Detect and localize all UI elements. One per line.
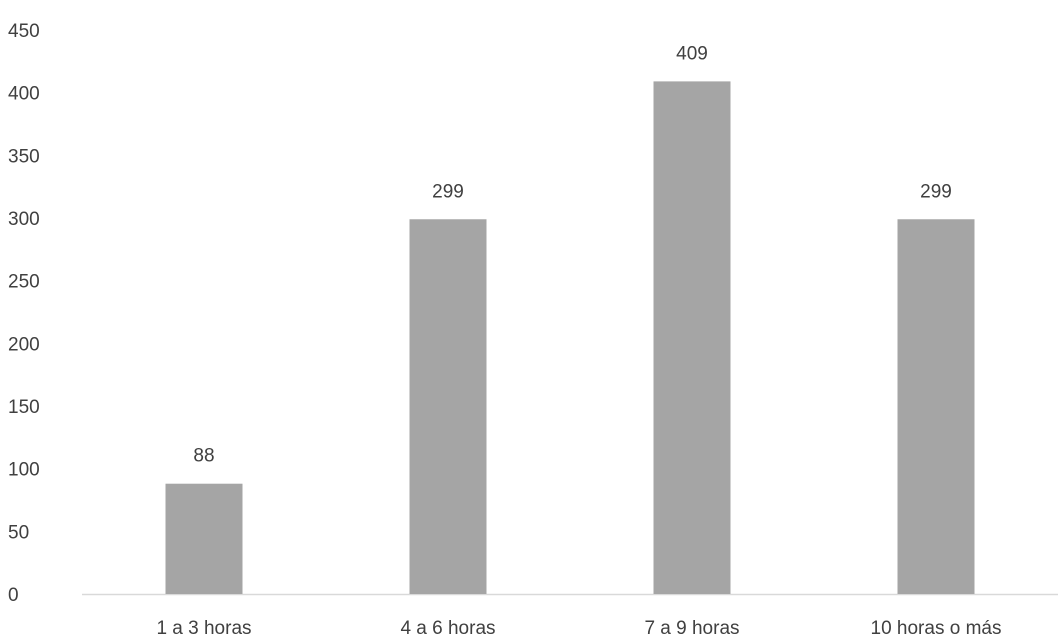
y-tick-label: 0 [8,585,19,606]
bar [165,483,243,594]
y-tick-label: 300 [8,209,40,230]
x-axis-category-labels: 1 a 3 horas 4 a 6 horas 7 a 9 horas 10 hora… [156,618,1001,639]
data-label: 299 [920,181,952,202]
y-tick-label: 150 [8,397,40,418]
data-label: 88 [193,446,214,467]
y-tick-label: 50 [8,522,29,543]
bar [653,81,731,595]
x-category-label: 1 a 3 horas [156,618,251,639]
x-category-label: 4 a 6 horas [400,618,495,639]
y-tick-label: 400 [8,84,40,105]
data-label: 409 [676,43,708,64]
x-category-label: 7 a 9 horas [644,618,739,639]
y-axis-tick-labels: 0 50 100 150 200 250 300 350 400 450 [8,21,40,606]
data-label: 299 [432,181,464,202]
bar-series [165,81,975,595]
y-tick-label: 200 [8,334,40,355]
y-tick-label: 250 [8,272,40,293]
bar [409,219,487,594]
data-labels: 88 299 409 299 [193,43,951,466]
bar [897,219,975,594]
y-tick-label: 350 [8,146,40,167]
x-category-label: 10 horas o más [871,618,1002,639]
y-tick-label: 450 [8,21,40,42]
y-tick-label: 100 [8,460,40,481]
